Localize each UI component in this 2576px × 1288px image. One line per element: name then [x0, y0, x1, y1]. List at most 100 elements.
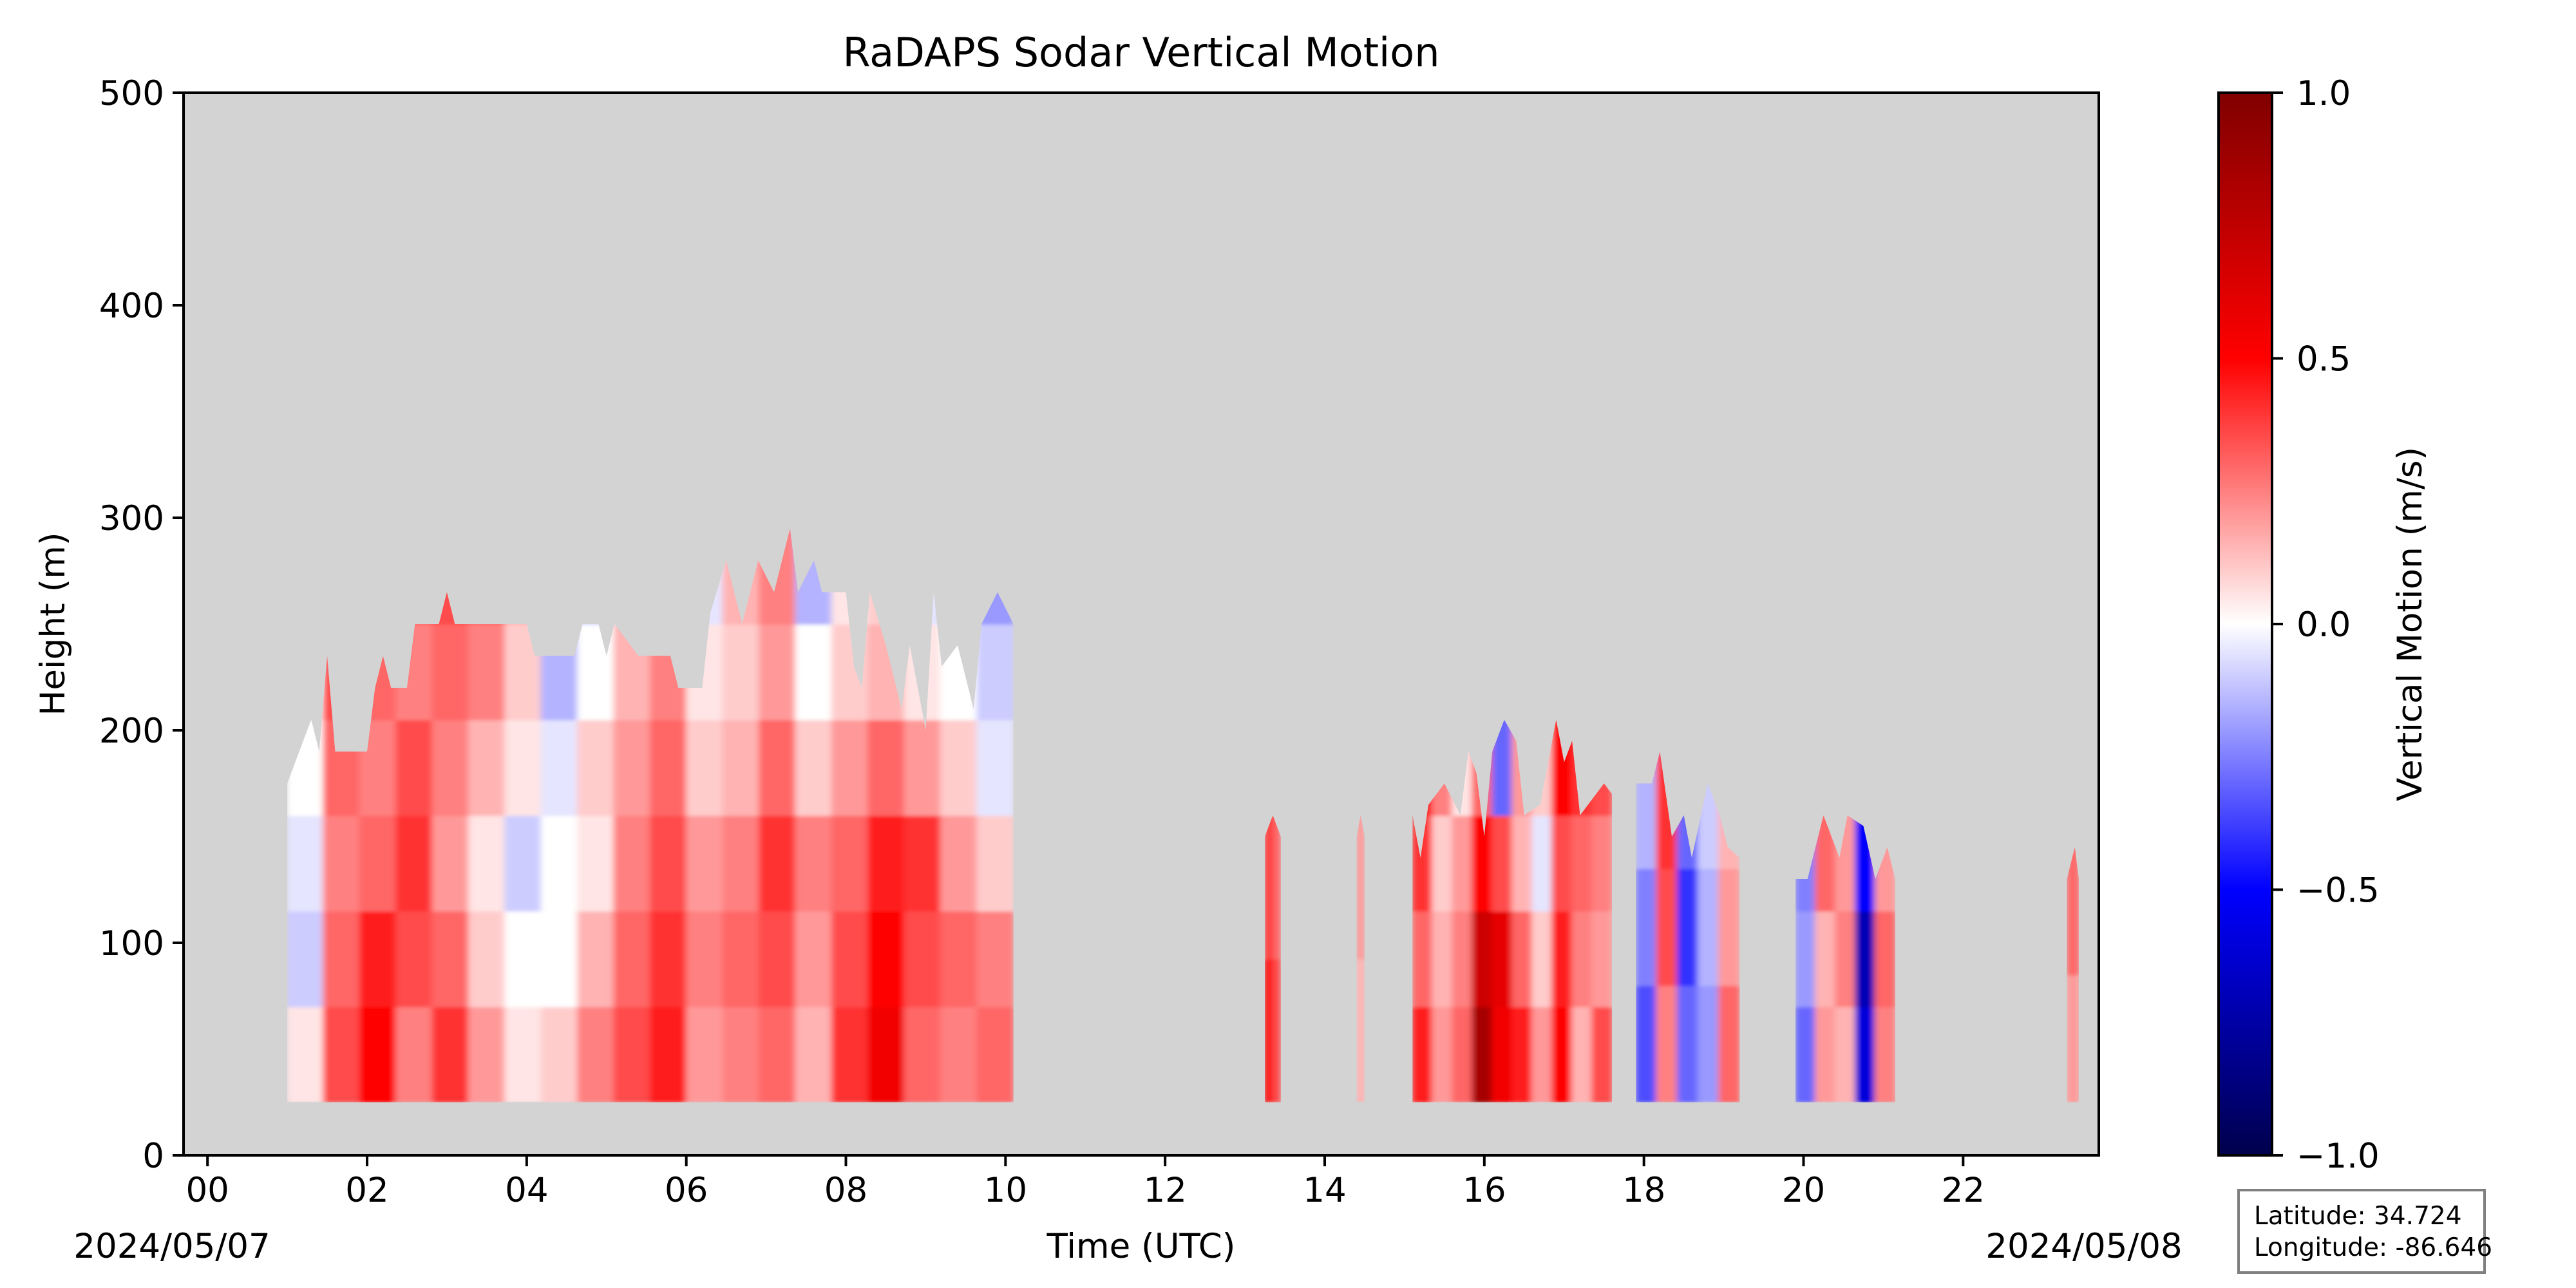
motion-cell: [759, 910, 797, 1007]
motion-cell: [1472, 815, 1493, 912]
motion-cell: [1795, 910, 1817, 1007]
motion-cell: [1656, 867, 1678, 986]
motion-cell: [504, 719, 542, 816]
motion-cell: [649, 1006, 688, 1103]
longitude-text: Longitude: -86.646: [2254, 1233, 2493, 1262]
data-segment: [1265, 815, 1281, 1103]
motion-cell: [468, 1006, 506, 1103]
location-info-box: Latitude: 34.724 Longitude: -86.646: [2237, 1189, 2493, 1274]
motion-cell: [867, 1006, 905, 1103]
motion-cell: [867, 815, 905, 912]
x-tick-label: 18: [1622, 1171, 1665, 1210]
motion-cell: [904, 815, 942, 912]
motion-cell: [1815, 1006, 1837, 1103]
y-tick-label: 500: [99, 74, 164, 113]
motion-cell: [1636, 985, 1658, 1103]
motion-cell: [976, 1006, 1014, 1103]
motion-cell: [1697, 867, 1720, 986]
x-tick-label: 16: [1463, 1171, 1506, 1210]
data-segment: [287, 528, 1014, 1103]
motion-cell: [722, 1006, 761, 1103]
motion-cell: [976, 719, 1014, 816]
motion-cell: [1571, 815, 1593, 912]
motion-cell: [504, 1006, 542, 1103]
motion-cell: [759, 1006, 797, 1103]
motion-cell: [649, 815, 688, 912]
motion-cell: [686, 910, 724, 1007]
x-tick-label: 20: [1782, 1171, 1825, 1210]
x-tick-label: 12: [1143, 1171, 1186, 1210]
colorbar-label: Vertical Motion (m/s): [2391, 447, 2430, 801]
motion-cell: [577, 719, 615, 816]
motion-cell: [831, 719, 869, 816]
motion-cell: [613, 815, 651, 912]
motion-cell: [1472, 910, 1493, 1007]
motion-cell: [540, 815, 579, 912]
motion-cell: [976, 623, 1014, 721]
motion-cell: [1265, 815, 1274, 960]
motion-cell: [504, 910, 542, 1007]
motion-cell: [1591, 815, 1613, 912]
motion-cell: [540, 719, 579, 816]
motion-cell: [323, 910, 361, 1007]
motion-cell: [1656, 985, 1678, 1103]
motion-cell: [1452, 815, 1473, 912]
motion-cell: [468, 815, 506, 912]
motion-cell: [795, 623, 833, 721]
motion-cell: [287, 1006, 325, 1103]
motion-cell: [1636, 867, 1658, 986]
motion-cell: [577, 1006, 615, 1103]
motion-cell: [1272, 815, 1281, 960]
colorbar-tick-label: −0.5: [2297, 871, 2380, 911]
motion-cell: [395, 719, 433, 816]
motion-cell: [1571, 1006, 1593, 1103]
motion-cell: [795, 910, 833, 1007]
data-segment: [1356, 815, 1365, 1103]
motion-cell: [613, 719, 651, 816]
motion-cell: [540, 1006, 579, 1103]
x-axis-label: Time (UTC): [1046, 1227, 1236, 1266]
motion-cell: [1492, 815, 1513, 912]
motion-cell: [940, 910, 978, 1007]
motion-cell: [1835, 910, 1857, 1007]
motion-cell: [940, 719, 978, 816]
motion-cell: [649, 719, 688, 816]
motion-cell: [1511, 815, 1533, 912]
motion-cell: [940, 1006, 978, 1103]
colorbar-gradient: [2217, 91, 2273, 1157]
motion-cell: [1591, 1006, 1613, 1103]
motion-cell: [577, 910, 615, 1007]
motion-cell: [1855, 910, 1877, 1007]
motion-cell: [395, 1006, 433, 1103]
motion-cell: [1835, 1006, 1857, 1103]
motion-cell: [468, 623, 506, 721]
motion-cell: [431, 910, 470, 1007]
motion-cell: [323, 815, 361, 912]
motion-cell: [1551, 1006, 1573, 1103]
plot-frame: [182, 91, 2100, 1157]
motion-cell: [1412, 1006, 1434, 1103]
motion-cell: [686, 815, 724, 912]
motion-cell: [577, 815, 615, 912]
motion-cell: [1432, 815, 1454, 912]
colorbar-tick-label: 0.0: [2297, 605, 2351, 645]
motion-cell: [395, 815, 433, 912]
motion-cell: [1531, 910, 1553, 1007]
motion-cell: [795, 815, 833, 912]
motion-cell: [1718, 867, 1740, 986]
motion-cell: [722, 719, 761, 816]
colorbar: 1.0 0.5 0.0 −0.5 −1.0 Vertical Motion (m/s): [2217, 74, 2430, 1176]
y-tick-label: 400: [99, 287, 164, 326]
motion-cell: [613, 910, 651, 1007]
motion-cell: [2067, 974, 2079, 1103]
motion-cell: [359, 1006, 397, 1103]
motion-cell: [722, 815, 761, 912]
y-axis-label: Height (m): [33, 532, 73, 715]
motion-cell: [1718, 985, 1740, 1103]
motion-cell: [831, 1006, 869, 1103]
motion-cell: [1356, 958, 1365, 1103]
x-tick-label: 14: [1303, 1171, 1346, 1210]
motion-cell: [976, 910, 1014, 1007]
motion-cell: [287, 815, 325, 912]
